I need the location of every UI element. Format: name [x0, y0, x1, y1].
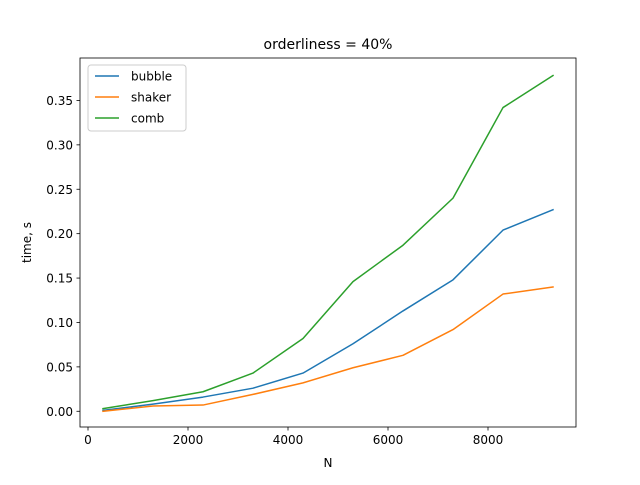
- x-axis-label: N: [324, 456, 333, 470]
- y-axis-ticks: 0.00 0.05 0.10 0.15 0.20 0.25 0.30 0.35: [46, 94, 80, 419]
- plot-area: [102, 74, 555, 413]
- axes-frame: [79, 57, 577, 428]
- x-tick-label: 6000: [373, 433, 404, 447]
- series-line-comb: [102, 74, 555, 410]
- legend-label-bubble: bubble: [131, 70, 172, 84]
- y-tick-label: 0.25: [46, 183, 73, 197]
- legend-box: [87, 64, 187, 132]
- x-tick-label: 2000: [173, 433, 204, 447]
- legend-label-shaker: shaker: [131, 91, 171, 105]
- y-tick-label: 0.20: [46, 227, 73, 241]
- y-tick-label: 0.05: [46, 360, 73, 374]
- y-tick-label: 0.30: [46, 138, 73, 152]
- x-tick-label: 4000: [273, 433, 304, 447]
- y-axis-label: time, s: [20, 222, 34, 263]
- y-tick-label: 0.35: [46, 94, 73, 108]
- x-tick-label: 8000: [473, 433, 504, 447]
- series-line-bubble: [102, 208, 554, 412]
- x-tick-label: 0: [84, 433, 92, 447]
- x-axis-ticks: 0 2000 4000 6000 8000: [84, 427, 503, 447]
- y-tick-label: 0.15: [46, 272, 73, 286]
- legend-label-comb: comb: [131, 112, 164, 126]
- y-tick-label: 0.10: [46, 316, 73, 330]
- y-tick-label: 0.00: [46, 405, 73, 419]
- legend: bubble shaker comb: [87, 64, 187, 132]
- chart-title: orderliness = 40%: [264, 37, 393, 53]
- series-line-shaker: [102, 286, 554, 413]
